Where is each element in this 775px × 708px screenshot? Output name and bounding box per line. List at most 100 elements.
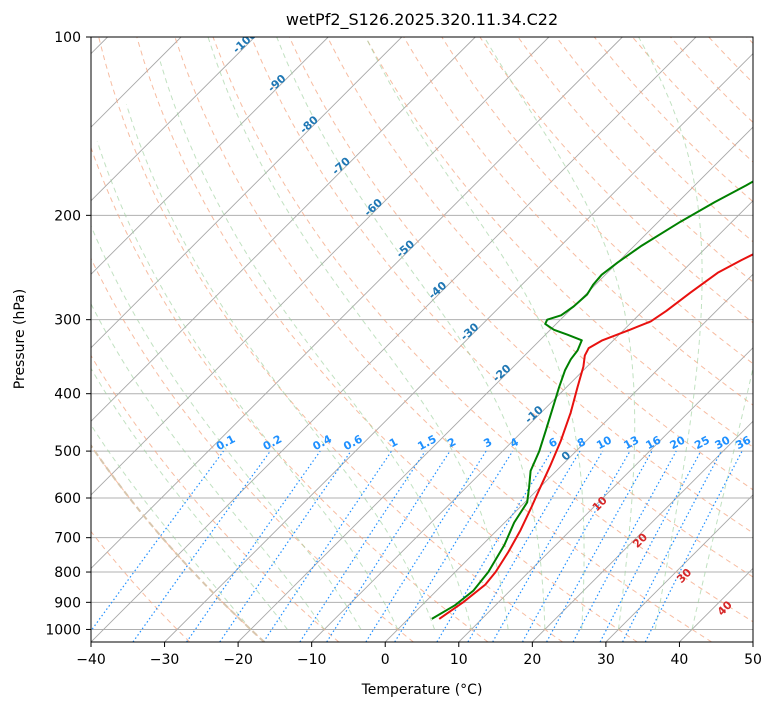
isotherm-line: [91, 37, 403, 349]
mixing-ratio-line: [644, 450, 743, 642]
dry-adiabat-label: -20: [490, 362, 514, 385]
moist-adiabat-line: [483, 37, 636, 630]
dry-adiabat-line: [593, 37, 753, 203]
isotherm-line: [91, 37, 623, 570]
isotherm-line: [164, 52, 753, 642]
moist-adiabat-line: [207, 37, 509, 630]
isotherm-line: [752, 641, 753, 642]
dry-adiabat-line: [517, 37, 753, 283]
isotherm-line: [91, 37, 329, 275]
mixing-ratio-label: 0.2: [261, 433, 284, 454]
dry-adiabat-line: [91, 354, 340, 642]
mixing-ratio-label: 1: [387, 435, 400, 450]
dry-adiabat-line: [555, 37, 753, 243]
dry-adiabat-line: [174, 37, 712, 642]
mixing-ratio-label: 13: [622, 433, 642, 452]
dry-adiabat-line: [479, 37, 753, 324]
dry-adiabat-line: [326, 37, 753, 491]
y-tick-label: 500: [54, 444, 81, 460]
x-tick-label: 20: [523, 652, 541, 668]
isotherm-line: [91, 37, 476, 422]
moist-adiabat-label: 40: [715, 598, 735, 618]
mixing-ratio-line: [91, 450, 224, 632]
moist-adiabat-line: [159, 61, 472, 630]
mixing-ratio-line: [186, 450, 321, 642]
mixing-ratio-label: 3: [481, 435, 494, 450]
y-tick-label: 200: [54, 208, 81, 224]
isotherm-line: [531, 420, 753, 642]
y-tick-label: 700: [54, 531, 81, 547]
isotherm-line: [458, 347, 753, 642]
dry-adiabat-line: [136, 37, 638, 642]
mixing-ratio-label: 20: [668, 433, 688, 452]
mixing-ratio-line: [326, 450, 451, 642]
dry-adiabat-line: [250, 37, 753, 578]
mixing-ratio-line: [599, 450, 702, 642]
mixing-ratio-line: [521, 450, 631, 642]
mixing-ratio-label: 4: [508, 435, 521, 450]
isotherm-line: [679, 567, 753, 642]
isotherm-line: [91, 37, 550, 496]
x-tick-label: −10: [297, 652, 327, 668]
dry-adiabat-label: -70: [329, 155, 353, 178]
mixing-ratio-label: 25: [692, 433, 712, 452]
mixing-ratio-line: [219, 450, 352, 642]
x-axis-label: Temperature (°C): [361, 682, 483, 698]
reference-curve: [91, 443, 265, 642]
mixing-ratio-line: [299, 450, 426, 642]
dry-adiabat-line: [708, 37, 753, 84]
isotherm-line: [91, 37, 256, 202]
chart-title: wetPf2_S126.2025.320.11.34.C22: [286, 10, 558, 30]
moist-adiabat-line: [276, 37, 546, 630]
dry-adiabat-label: -30: [458, 320, 482, 343]
moist-adiabat-line: [691, 365, 753, 630]
x-tick-label: 50: [744, 652, 762, 668]
moist-adiabat-label: 10: [590, 494, 610, 514]
x-tick-label: −40: [76, 652, 106, 668]
dry-adiabat-line: [746, 37, 753, 44]
moist-adiabat-line: [91, 424, 252, 630]
mixing-ratio-label: 0.1: [214, 432, 237, 453]
mixing-ratio-label: 30: [713, 433, 733, 452]
moist-adiabat-line: [91, 367, 288, 630]
isotherm-line: [605, 494, 753, 642]
isotherm-line: [237, 126, 753, 642]
x-tick-label: 30: [597, 652, 615, 668]
isotherm-line: [311, 200, 753, 642]
dry-adiabat-line: [670, 37, 753, 124]
y-tick-label: 900: [54, 595, 81, 611]
moist-adiabat-line: [365, 37, 585, 630]
mixing-ratio-line: [262, 450, 392, 642]
mixing-ratio-line: [467, 450, 581, 642]
isotherm-line: [384, 273, 753, 642]
dry-adiabat-line: [288, 37, 753, 534]
y-tick-label: 400: [54, 387, 81, 403]
mixing-ratio-line: [546, 450, 653, 642]
moist-adiabat-label: 30: [674, 566, 694, 586]
y-tick-label: 1000: [45, 622, 81, 638]
x-tick-label: 0: [381, 652, 390, 668]
y-tick-label: 800: [54, 565, 81, 581]
dry-adiabat-line: [98, 37, 563, 642]
dry-adiabat-label: -10: [522, 403, 546, 426]
x-tick-label: −20: [223, 652, 253, 668]
y-tick-label: 100: [54, 30, 81, 46]
y-tick-label: 300: [54, 313, 81, 329]
temperature-profile-line: [438, 253, 753, 620]
plot-frame: [90, 36, 754, 643]
dry-adiabat-label: -40: [426, 279, 450, 302]
dry-adiabat-label: -100: [230, 28, 259, 56]
mixing-ratio-label: 0.4: [311, 432, 335, 453]
mixing-ratio-label: 2: [445, 435, 458, 450]
mixing-ratio-label: 1.5: [415, 432, 438, 453]
x-tick-label: 10: [450, 652, 468, 668]
mixing-ratio-line: [365, 450, 487, 642]
moist-adiabat-line: [125, 104, 436, 630]
dry-adiabat-label: -90: [265, 72, 289, 95]
x-tick-label: −30: [150, 652, 180, 668]
dry-adiabat-line: [91, 257, 414, 642]
mixing-ratio-label: 0.6: [341, 432, 365, 453]
dry-adiabat-label: -80: [297, 113, 321, 136]
dry-adiabat-label: -50: [394, 237, 418, 260]
moist-adiabat-line: [638, 37, 703, 630]
